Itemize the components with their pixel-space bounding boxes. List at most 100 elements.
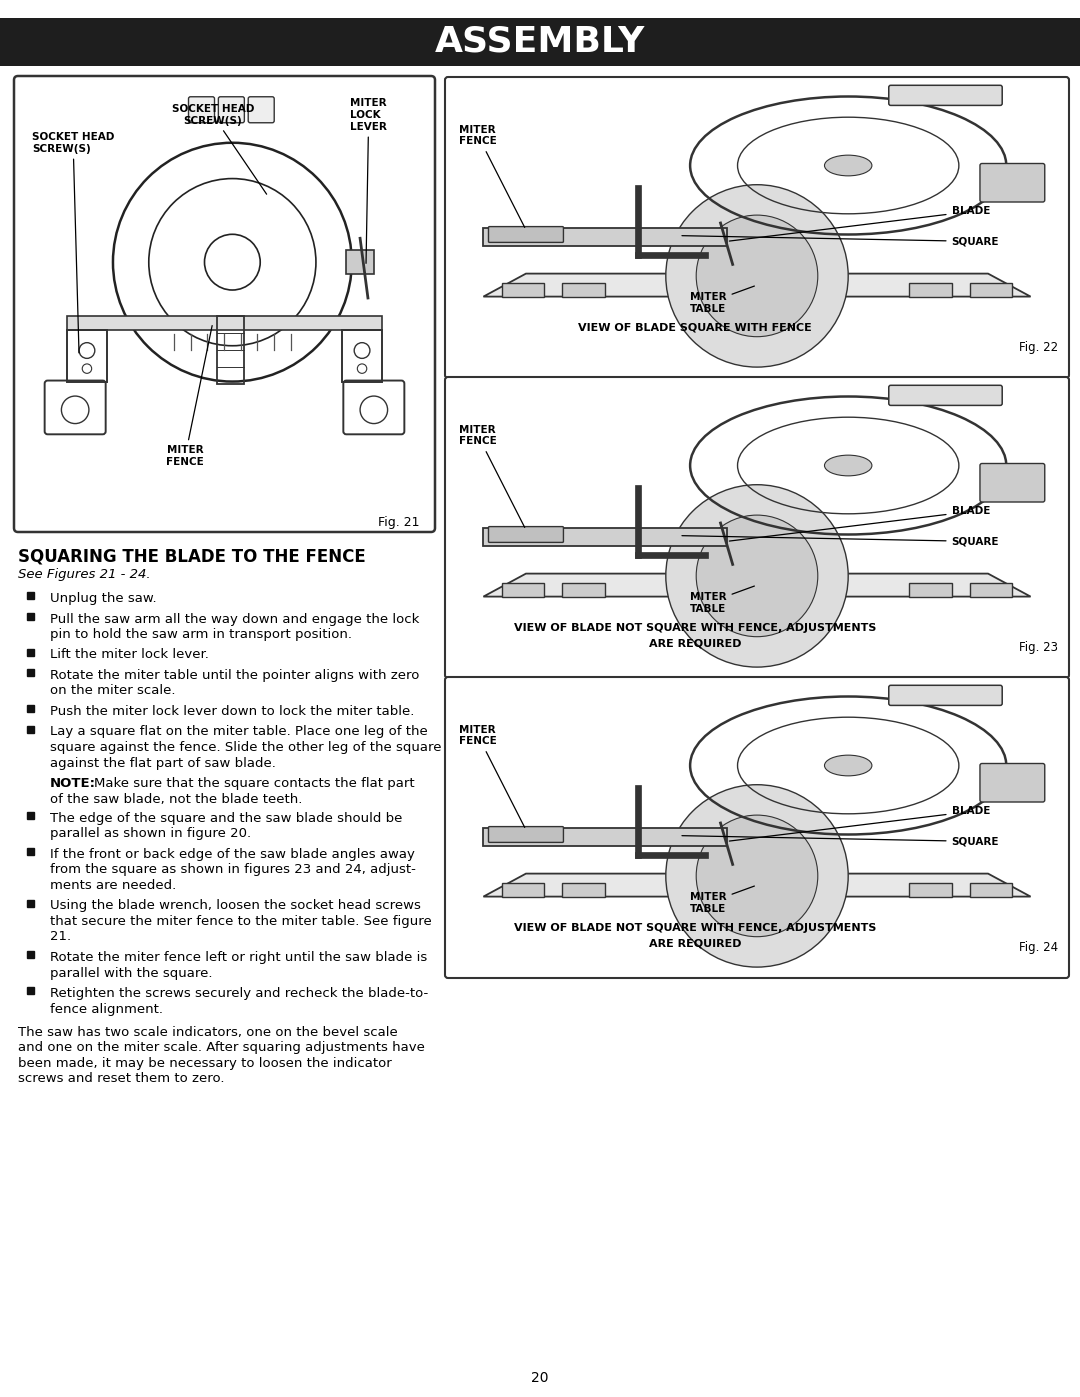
Bar xyxy=(970,583,1012,597)
FancyBboxPatch shape xyxy=(980,464,1044,502)
FancyBboxPatch shape xyxy=(889,686,1002,705)
Text: SQUARING THE BLADE TO THE FENCE: SQUARING THE BLADE TO THE FENCE xyxy=(18,548,366,566)
Bar xyxy=(635,852,708,858)
Text: MITER
FENCE: MITER FENCE xyxy=(459,725,525,827)
Circle shape xyxy=(665,184,848,367)
Text: NOTE:: NOTE: xyxy=(50,777,96,789)
Text: of the saw blade, not the blade teeth.: of the saw blade, not the blade teeth. xyxy=(50,792,302,806)
Bar xyxy=(27,848,33,855)
Text: Rotate the miter fence left or right until the saw blade is: Rotate the miter fence left or right unt… xyxy=(50,951,428,964)
Text: Lay a square flat on the miter table. Place one leg of the: Lay a square flat on the miter table. Pl… xyxy=(50,725,428,739)
Bar xyxy=(67,316,381,330)
Bar xyxy=(909,583,951,597)
Polygon shape xyxy=(484,827,727,847)
FancyBboxPatch shape xyxy=(488,827,564,842)
Bar xyxy=(501,282,544,296)
FancyBboxPatch shape xyxy=(445,377,1069,678)
Bar xyxy=(635,184,642,257)
Bar xyxy=(27,592,33,599)
Text: MITER
LOCK
LEVER: MITER LOCK LEVER xyxy=(350,98,387,264)
Bar xyxy=(27,812,33,819)
FancyBboxPatch shape xyxy=(488,226,564,243)
Bar xyxy=(27,951,33,958)
Bar xyxy=(27,988,33,995)
Text: SOCKET HEAD
SCREW(S): SOCKET HEAD SCREW(S) xyxy=(172,105,267,194)
FancyBboxPatch shape xyxy=(14,75,435,532)
FancyBboxPatch shape xyxy=(889,386,1002,405)
Text: parallel with the square.: parallel with the square. xyxy=(50,967,213,979)
Text: VIEW OF BLADE NOT SQUARE WITH FENCE, ADJUSTMENTS: VIEW OF BLADE NOT SQUARE WITH FENCE, ADJ… xyxy=(514,923,876,933)
Bar xyxy=(909,883,951,897)
FancyBboxPatch shape xyxy=(445,678,1069,978)
Polygon shape xyxy=(484,228,727,246)
Bar xyxy=(909,282,951,296)
Text: that secure the miter fence to the miter table. See figure: that secure the miter fence to the miter… xyxy=(50,915,432,928)
Polygon shape xyxy=(484,873,1030,897)
Text: Push the miter lock lever down to lock the miter table.: Push the miter lock lever down to lock t… xyxy=(50,705,415,718)
Ellipse shape xyxy=(824,155,872,176)
Text: Lift the miter lock lever.: Lift the miter lock lever. xyxy=(50,648,208,662)
Circle shape xyxy=(665,485,848,668)
FancyBboxPatch shape xyxy=(488,527,564,542)
Polygon shape xyxy=(484,274,1030,296)
Text: MITER
FENCE: MITER FENCE xyxy=(166,326,212,467)
Text: Retighten the screws securely and recheck the blade-to-: Retighten the screws securely and rechec… xyxy=(50,988,429,1000)
FancyBboxPatch shape xyxy=(248,96,274,123)
Circle shape xyxy=(697,814,818,937)
Polygon shape xyxy=(484,528,727,546)
Text: pin to hold the saw arm in transport position.: pin to hold the saw arm in transport pos… xyxy=(50,629,352,641)
Circle shape xyxy=(697,215,818,337)
Text: The saw has two scale indicators, one on the bevel scale: The saw has two scale indicators, one on… xyxy=(18,1025,397,1039)
Text: ARE REQUIRED: ARE REQUIRED xyxy=(649,937,742,949)
Text: MITER
TABLE: MITER TABLE xyxy=(690,587,755,613)
Text: Fig. 24: Fig. 24 xyxy=(1018,942,1058,954)
Bar xyxy=(635,552,708,557)
Text: Using the blade wrench, loosen the socket head screws: Using the blade wrench, loosen the socke… xyxy=(50,900,421,912)
Polygon shape xyxy=(684,819,829,858)
Text: ARE REQUIRED: ARE REQUIRED xyxy=(649,638,742,648)
Text: parallel as shown in figure 20.: parallel as shown in figure 20. xyxy=(50,827,252,841)
Bar xyxy=(970,883,1012,897)
Bar xyxy=(27,648,33,655)
Text: fence alignment.: fence alignment. xyxy=(50,1003,163,1016)
Text: Pull the saw arm all the way down and engage the lock: Pull the saw arm all the way down and en… xyxy=(50,612,419,626)
Bar xyxy=(27,725,33,732)
FancyBboxPatch shape xyxy=(445,77,1069,379)
FancyBboxPatch shape xyxy=(980,764,1044,802)
Bar xyxy=(635,485,642,557)
Text: MITER
TABLE: MITER TABLE xyxy=(690,286,755,313)
Polygon shape xyxy=(684,218,829,257)
Bar xyxy=(563,282,605,296)
Text: Make sure that the square contacts the flat part: Make sure that the square contacts the f… xyxy=(94,777,415,789)
Circle shape xyxy=(697,515,818,637)
Bar xyxy=(635,785,642,858)
Bar xyxy=(501,583,544,597)
FancyBboxPatch shape xyxy=(980,163,1044,203)
Text: The edge of the square and the saw blade should be: The edge of the square and the saw blade… xyxy=(50,812,403,826)
Bar xyxy=(27,669,33,676)
Text: BLADE: BLADE xyxy=(729,207,990,242)
Text: ASSEMBLY: ASSEMBLY xyxy=(435,25,645,59)
Bar xyxy=(27,900,33,907)
Text: Fig. 21: Fig. 21 xyxy=(378,515,419,529)
Text: ments are needed.: ments are needed. xyxy=(50,879,176,893)
Text: against the flat part of saw blade.: against the flat part of saw blade. xyxy=(50,757,275,770)
Bar xyxy=(563,883,605,897)
Text: 20: 20 xyxy=(531,1370,549,1384)
Bar xyxy=(347,250,374,274)
Bar xyxy=(635,251,708,257)
Text: MITER
FENCE: MITER FENCE xyxy=(459,124,525,228)
Text: MITER
FENCE: MITER FENCE xyxy=(459,425,525,528)
Text: BLADE: BLADE xyxy=(729,806,990,841)
Bar xyxy=(563,583,605,597)
Text: If the front or back edge of the saw blade angles away: If the front or back edge of the saw bla… xyxy=(50,848,415,861)
Text: been made, it may be necessary to loosen the indicator: been made, it may be necessary to loosen… xyxy=(18,1058,392,1070)
Bar xyxy=(67,330,107,381)
Text: screws and reset them to zero.: screws and reset them to zero. xyxy=(18,1073,225,1085)
Ellipse shape xyxy=(824,455,872,476)
Bar xyxy=(27,612,33,619)
Text: Fig. 22: Fig. 22 xyxy=(1018,341,1058,353)
Text: SQUARE: SQUARE xyxy=(681,236,999,246)
Text: from the square as shown in figures 23 and 24, adjust-: from the square as shown in figures 23 a… xyxy=(50,863,416,876)
Bar xyxy=(0,18,1080,66)
